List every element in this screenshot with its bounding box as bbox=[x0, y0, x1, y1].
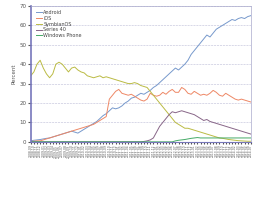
Line: Series 40: Series 40 bbox=[31, 111, 251, 142]
Android bbox=[237, 17, 240, 20]
Series 40 bbox=[180, 110, 183, 112]
Windows Phone bbox=[240, 137, 243, 139]
Android bbox=[92, 122, 95, 125]
SymbianOS bbox=[64, 67, 67, 69]
Windows Phone bbox=[92, 141, 95, 143]
Series 40 bbox=[199, 117, 202, 120]
Windows Phone bbox=[199, 137, 202, 139]
Series 40 bbox=[136, 141, 139, 143]
Line: iOS: iOS bbox=[31, 87, 251, 141]
iOS bbox=[36, 140, 39, 142]
Line: Android: Android bbox=[31, 16, 251, 141]
SymbianOS bbox=[240, 140, 243, 142]
Android bbox=[161, 79, 164, 81]
iOS bbox=[199, 94, 202, 96]
Series 40 bbox=[249, 133, 252, 135]
Series 40 bbox=[161, 121, 164, 124]
Android bbox=[136, 94, 139, 96]
SymbianOS bbox=[230, 139, 233, 141]
Legend: Android, iOS, SymbianOS, Series 40, Windows Phone: Android, iOS, SymbianOS, Series 40, Wind… bbox=[35, 10, 82, 39]
Windows Phone bbox=[161, 141, 164, 143]
Line: SymbianOS: SymbianOS bbox=[31, 60, 251, 141]
SymbianOS bbox=[164, 110, 167, 112]
Windows Phone bbox=[136, 141, 139, 143]
SymbianOS bbox=[249, 140, 252, 142]
iOS bbox=[29, 140, 32, 143]
SymbianOS bbox=[39, 59, 42, 61]
Android bbox=[249, 14, 252, 17]
Android bbox=[111, 107, 114, 109]
Line: Windows Phone: Windows Phone bbox=[31, 138, 251, 142]
SymbianOS bbox=[246, 140, 249, 142]
SymbianOS bbox=[36, 63, 39, 65]
Windows Phone bbox=[196, 136, 199, 139]
Series 40 bbox=[92, 141, 95, 143]
iOS bbox=[136, 97, 139, 99]
iOS bbox=[92, 123, 95, 125]
Series 40 bbox=[240, 130, 243, 132]
SymbianOS bbox=[139, 84, 142, 87]
Y-axis label: Percent: Percent bbox=[12, 64, 17, 84]
iOS bbox=[180, 86, 183, 89]
Series 40 bbox=[36, 141, 39, 143]
Android bbox=[29, 140, 32, 142]
Windows Phone bbox=[36, 141, 39, 143]
iOS bbox=[249, 101, 252, 103]
iOS bbox=[240, 98, 243, 100]
Windows Phone bbox=[249, 137, 252, 139]
Windows Phone bbox=[29, 141, 32, 143]
Android bbox=[36, 139, 39, 141]
iOS bbox=[161, 91, 164, 94]
SymbianOS bbox=[29, 75, 32, 77]
Series 40 bbox=[29, 141, 32, 143]
